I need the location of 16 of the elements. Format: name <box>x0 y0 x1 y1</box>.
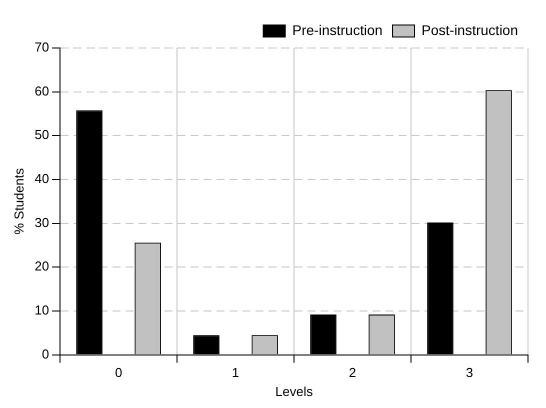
x-tick-label: 3 <box>466 365 474 380</box>
y-tick-label: 0 <box>42 346 50 362</box>
y-axis-title: % Students <box>11 168 26 235</box>
x-tick-label: 2 <box>348 365 356 380</box>
y-tick-label: 10 <box>34 302 50 318</box>
legend-label: Post-instruction <box>422 22 518 38</box>
x-tick-label: 1 <box>232 365 240 380</box>
y-tick-label: 50 <box>34 127 50 142</box>
legend-label: Pre-instruction <box>292 22 383 38</box>
x-axis-title: Levels <box>275 384 314 399</box>
y-tick-label: 60 <box>34 83 50 98</box>
y-tick-label: 20 <box>34 258 50 274</box>
x-tick-label: 0 <box>114 365 122 380</box>
y-tick-label: 70 <box>34 40 50 55</box>
y-tick-label: 30 <box>34 214 50 230</box>
y-tick-label: 40 <box>34 171 50 186</box>
